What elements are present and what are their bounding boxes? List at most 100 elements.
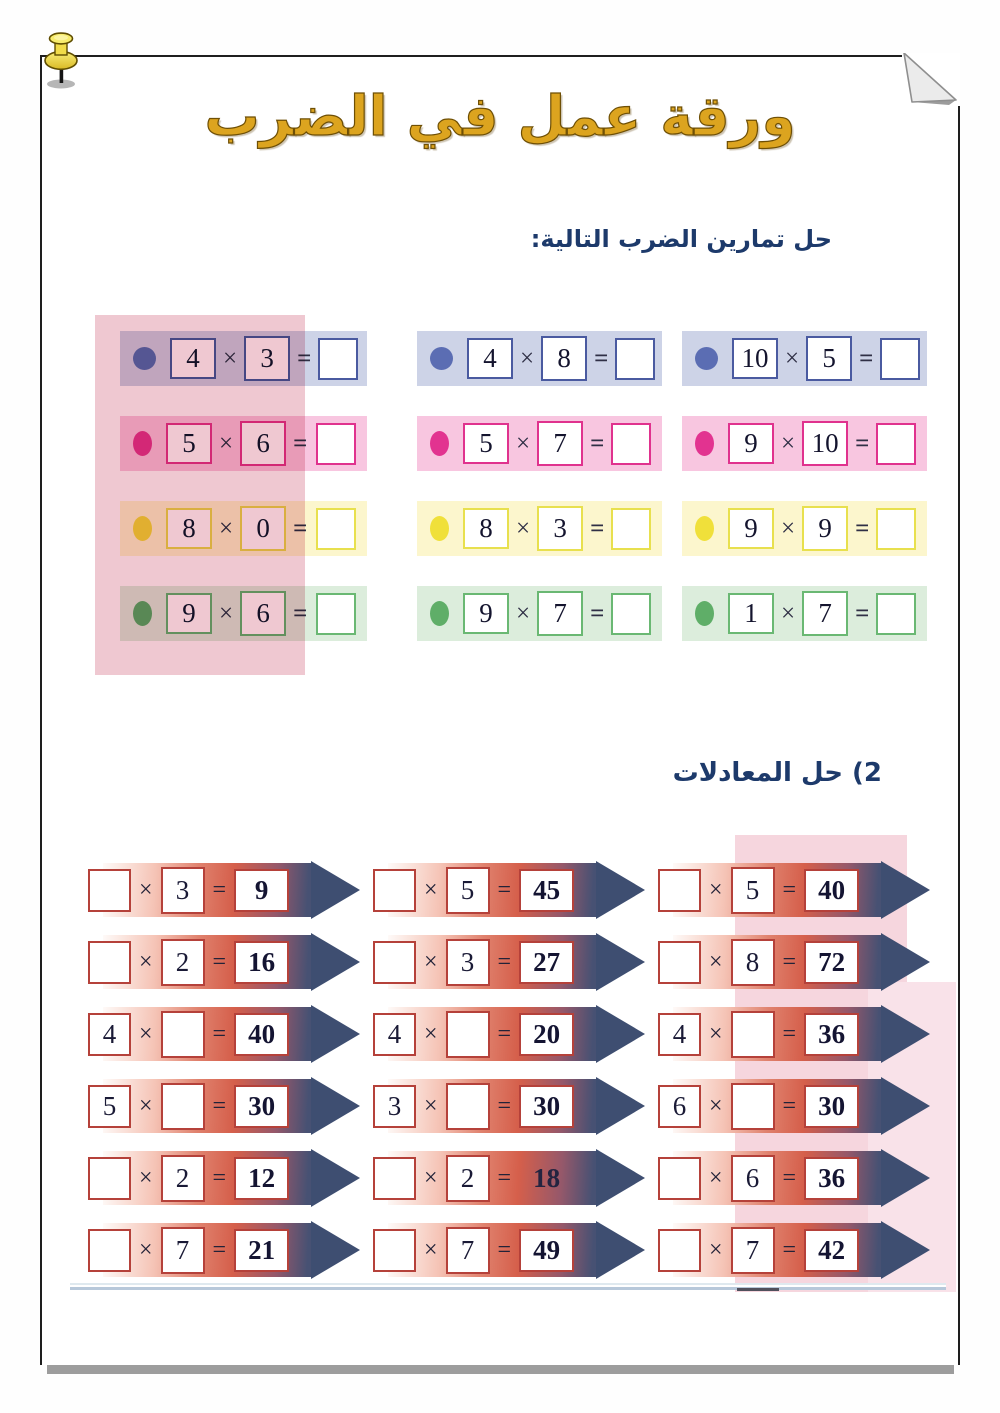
bullet-icon <box>430 601 449 626</box>
factor-box: 6 <box>730 1154 775 1202</box>
factor-box: 7 <box>160 1226 205 1274</box>
factor-box[interactable] <box>730 1082 775 1130</box>
exercise-band: 8 × 3 = <box>417 501 662 556</box>
operand-box: 8 <box>463 508 509 549</box>
factor-box[interactable] <box>373 868 416 912</box>
answer-box[interactable] <box>316 592 356 635</box>
equation-arrow: × 8 = 72 <box>658 932 930 992</box>
factor-box[interactable] <box>373 940 416 984</box>
factor-box: 4 <box>373 1012 416 1056</box>
arrow-body <box>388 1151 598 1205</box>
equation-arrow: 3 × = 30 <box>373 1076 645 1136</box>
fold-corner-icon <box>903 52 957 105</box>
arrow-head-icon <box>311 1149 360 1207</box>
answer-box[interactable] <box>318 337 359 380</box>
product-box: 49 <box>519 1228 575 1272</box>
product-box: 36 <box>804 1156 860 1200</box>
factor-box[interactable] <box>88 1228 131 1272</box>
equation-content: × 3 = 27 <box>373 932 645 992</box>
arrow-head-icon <box>311 933 360 991</box>
factor-box[interactable] <box>730 1010 775 1058</box>
arrow-head-icon <box>881 933 930 991</box>
arrow-head-icon <box>311 1005 360 1063</box>
operand-box: 3 <box>537 506 584 551</box>
arrow-head-icon <box>596 861 645 919</box>
answer-box[interactable] <box>316 507 356 550</box>
product-box: 30 <box>519 1084 575 1128</box>
exercises-grid: 4 × 3 = 4 × 8 = 10 × 5 = 5 × 6 = 5 × 7 = 9 × 10 = 8 × 0 = 8 × 3 = 9 × 9 = 9 ×… <box>120 331 927 671</box>
equation-content: 3 × = 30 <box>373 1076 645 1136</box>
factor-box[interactable] <box>88 1156 131 1200</box>
bullet-icon <box>695 431 714 456</box>
product-box: 20 <box>519 1012 575 1056</box>
arrow-head-icon <box>881 1005 930 1063</box>
answer-box[interactable] <box>876 592 917 635</box>
answer-box[interactable] <box>880 337 921 380</box>
factor-box[interactable] <box>373 1228 416 1272</box>
equation-row: 5 × = 30 3 × = 30 6 × = 30 <box>88 1076 933 1136</box>
answer-box[interactable] <box>876 422 917 465</box>
equals-symbol: = <box>293 514 308 542</box>
times-symbol: × <box>709 1236 723 1263</box>
product-box: 36 <box>804 1012 860 1056</box>
factor-box[interactable] <box>658 940 701 984</box>
factor-box[interactable] <box>373 1156 416 1200</box>
equals-symbol: = <box>497 948 512 975</box>
answer-box[interactable] <box>876 507 917 550</box>
factor-box[interactable] <box>658 1228 701 1272</box>
answer-box[interactable] <box>316 422 356 465</box>
operand-box: 4 <box>170 338 216 379</box>
times-symbol: × <box>709 1020 723 1047</box>
factor-box[interactable] <box>88 940 131 984</box>
factor-box: 8 <box>730 938 775 986</box>
equals-symbol: = <box>782 1164 797 1191</box>
factor-box[interactable] <box>160 1010 205 1058</box>
bottom-rule-mark <box>737 1288 779 1291</box>
times-symbol: × <box>781 599 796 627</box>
factor-box: 2 <box>160 1154 205 1202</box>
factor-box: 2 <box>160 938 205 986</box>
product-box: 9 <box>234 868 290 912</box>
bullet-icon <box>430 347 453 370</box>
operand-box: 4 <box>467 338 513 379</box>
factor-box[interactable] <box>445 1082 490 1130</box>
equals-symbol: = <box>497 1164 512 1191</box>
answer-box[interactable] <box>615 337 656 380</box>
answer-box[interactable] <box>611 422 652 465</box>
times-symbol: × <box>139 1164 153 1191</box>
bullet-icon <box>133 601 152 626</box>
equals-symbol: = <box>212 1236 227 1263</box>
product-box: 30 <box>804 1084 860 1128</box>
equation-content: × 5 = 40 <box>658 860 930 920</box>
equals-symbol: = <box>855 514 870 542</box>
times-symbol: × <box>709 876 723 903</box>
factor-box[interactable] <box>445 1010 490 1058</box>
product-box: 12 <box>234 1156 290 1200</box>
equation-content: 4 × = 40 <box>88 1004 360 1064</box>
factor-box[interactable] <box>160 1082 205 1130</box>
exercise-row-blue: 4 × 3 = 4 × 8 = 10 × 5 = <box>120 331 927 386</box>
equation-content: 6 × = 30 <box>658 1076 930 1136</box>
bullet-icon <box>430 431 449 456</box>
section1-heading: حل تمارين الضرب التالية: <box>530 225 832 253</box>
equation-arrow: 4 × = 40 <box>88 1004 360 1064</box>
times-symbol: × <box>139 876 153 903</box>
equation-arrow: × 7 = 49 <box>373 1220 645 1280</box>
times-symbol: × <box>139 1092 153 1119</box>
equation-content: 4 × = 20 <box>373 1004 645 1064</box>
answer-box[interactable] <box>611 507 652 550</box>
exercise-band: 5 × 7 = <box>417 416 662 471</box>
arrow-head-icon <box>881 1221 930 1279</box>
factor-box[interactable] <box>658 1156 701 1200</box>
factor-box[interactable] <box>88 868 131 912</box>
equals-symbol: = <box>293 429 308 457</box>
bullet-icon <box>695 516 714 541</box>
factor-box: 5 <box>88 1084 131 1128</box>
factor-box[interactable] <box>658 868 701 912</box>
equals-symbol: = <box>855 429 870 457</box>
factor-box: 3 <box>160 866 205 914</box>
exercise-row-green: 9 × 6 = 9 × 7 = 1 × 7 = <box>120 586 927 641</box>
answer-box[interactable] <box>611 592 652 635</box>
equation-arrow: 6 × = 30 <box>658 1076 930 1136</box>
exercise-band: 9 × 9 = <box>682 501 927 556</box>
